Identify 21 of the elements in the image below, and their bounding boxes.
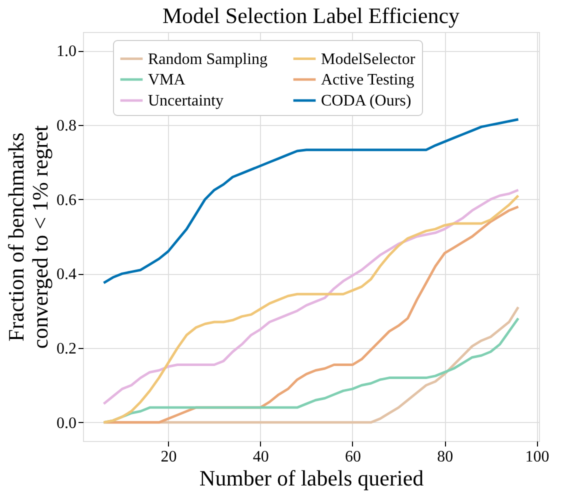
chart-title: Model Selection Label Efficiency (162, 3, 460, 28)
y-tick-label: 0.6 (56, 192, 76, 209)
y-tick-label: 1.0 (56, 43, 76, 60)
line-series (102, 118, 520, 284)
legend-label: CODA (Ours) (321, 92, 412, 110)
legend-label: Random Sampling (148, 50, 268, 68)
legend-label: Uncertainty (148, 92, 224, 110)
x-tick-label: 80 (437, 448, 454, 466)
x-axis-title: Number of labels queried (199, 466, 424, 490)
y-tick-label: 0.0 (56, 414, 76, 432)
legend-label: VMA (148, 72, 186, 88)
x-tick-label: 40 (252, 448, 269, 466)
y-tick-label: 0.4 (56, 266, 76, 284)
x-tick-label: 20 (160, 448, 177, 466)
x-tick-label: 60 (344, 448, 361, 466)
legend-label: Active Testing (321, 72, 414, 88)
legend-label: ModelSelector (321, 50, 416, 68)
y-axis-title: Fraction of benchmarks converged to < 1% regret (4, 125, 52, 349)
y-tick-label: 0.8 (56, 117, 76, 134)
x-tick-label: 100 (525, 448, 550, 466)
y-tick-label: 0.2 (56, 340, 76, 358)
